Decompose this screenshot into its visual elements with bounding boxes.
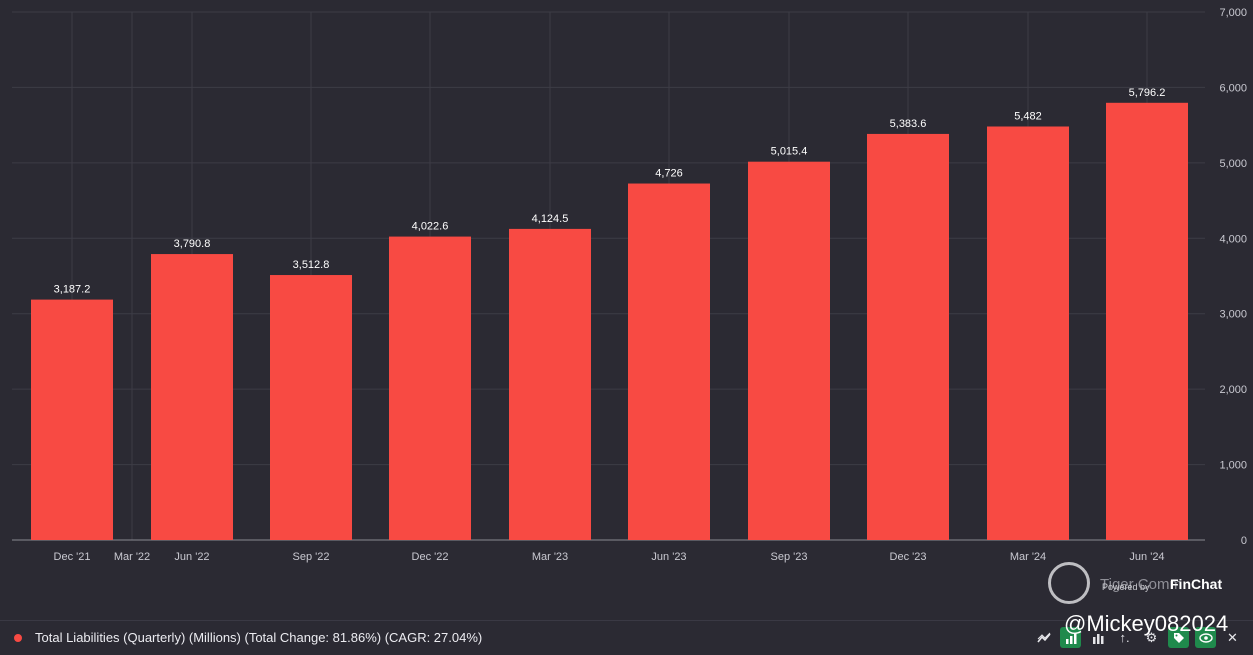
chart-footer: Total Liabilities (Quarterly) (Millions)…	[0, 620, 1253, 655]
watermark-handle: @Mickey082024	[1064, 611, 1229, 636]
x-tick-label: Mar '24	[1010, 551, 1046, 563]
bars-icon[interactable]	[1087, 627, 1108, 648]
y-tick-label: 4,000	[1219, 233, 1247, 245]
data-label: 3,512.8	[293, 259, 330, 271]
x-tick-label: Mar '23	[532, 551, 568, 563]
finchat-brand: FinChat	[1170, 576, 1223, 592]
bar	[151, 254, 233, 540]
trend-icon[interactable]	[1033, 627, 1054, 648]
data-label: 3,790.8	[174, 238, 211, 250]
bar	[270, 275, 352, 540]
tag-icon[interactable]	[1168, 627, 1189, 648]
bar	[1106, 102, 1188, 541]
bar	[748, 161, 830, 540]
bar	[628, 183, 710, 540]
legend-label: Total Liabilities (Quarterly) (Millions)…	[35, 630, 483, 645]
bar	[987, 126, 1069, 540]
bar	[31, 299, 113, 540]
x-tick-label: Mar '22	[114, 551, 150, 563]
x-tick-label: Dec '23	[890, 551, 927, 563]
chart-area: 3,187.2 3,790.8 3,512.8 4,022.6 4,124.5 4,726…	[12, 7, 1247, 563]
data-label: 5,015.4	[771, 146, 808, 158]
y-tick-label: 0	[1241, 535, 1247, 547]
data-label: 4,124.5	[532, 213, 569, 225]
close-icon[interactable]: ✕	[1227, 629, 1238, 645]
y-tick-label: 3,000	[1219, 309, 1247, 321]
chart-toolbar: ↑. ⚙ ✕	[1033, 627, 1243, 648]
data-label: 4,022.6	[412, 221, 449, 233]
bar-chart-icon[interactable]	[1060, 627, 1081, 648]
y-tick-label: 1,000	[1219, 460, 1247, 472]
tiger-logo-icon	[1048, 562, 1090, 604]
sort-icon[interactable]: ↑.	[1119, 630, 1130, 645]
bar	[509, 228, 591, 541]
legend[interactable]: Total Liabilities (Quarterly) (Millions)…	[14, 630, 482, 645]
bar	[867, 133, 949, 541]
legend-swatch	[14, 633, 22, 642]
eye-icon[interactable]	[1195, 627, 1216, 648]
y-tick-label: 7,000	[1219, 7, 1247, 19]
x-tick-label: Sep '22	[293, 551, 330, 563]
bar	[389, 236, 471, 540]
gear-icon[interactable]: ⚙	[1145, 629, 1158, 645]
x-tick-label: Dec '21	[54, 551, 91, 563]
powered-by-text: Powered by	[1102, 582, 1150, 592]
x-tick-label: Jun '24	[1129, 551, 1164, 563]
y-tick-label: 2,000	[1219, 384, 1247, 396]
data-label: 5,796.2	[1129, 87, 1166, 99]
data-label: 3,187.2	[54, 284, 91, 296]
x-tick-label: Sep '23	[771, 551, 808, 563]
x-tick-label: Dec '22	[412, 551, 449, 563]
data-label: 4,726	[655, 168, 683, 180]
y-tick-label: 6,000	[1219, 82, 1247, 94]
y-tick-label: 5,000	[1219, 158, 1247, 170]
data-label: 5,482	[1014, 111, 1042, 123]
x-tick-label: Jun '22	[174, 551, 209, 563]
watermark-text: Tiger Comm	[1100, 576, 1182, 593]
x-tick-label: Jun '23	[651, 551, 686, 563]
data-label: 5,383.6	[890, 118, 927, 130]
